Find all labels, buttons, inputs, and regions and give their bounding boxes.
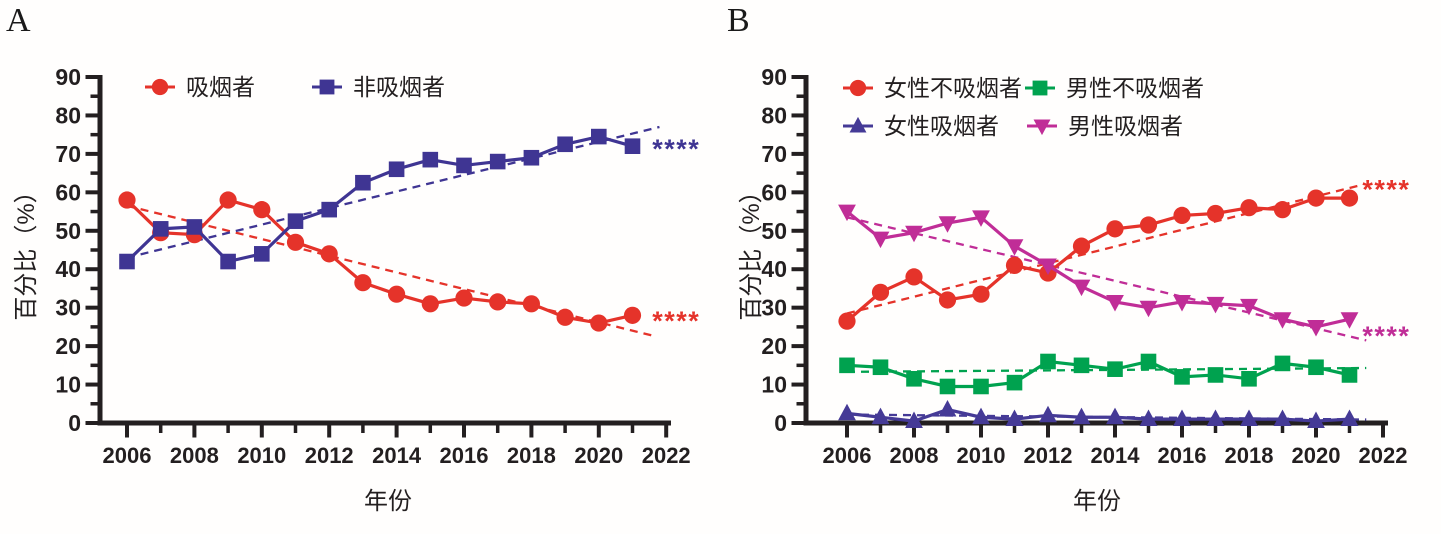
x-axis-label: 年份 [1073,488,1121,515]
svg-text:30: 30 [55,295,81,321]
series-2 [838,399,1359,428]
svg-text:2018: 2018 [1225,443,1274,468]
svg-text:2008: 2008 [890,443,939,468]
svg-text:80: 80 [761,102,787,128]
panel-b-chart: 0 10 20 30 40 50 60 70 80 90 2006 2008 2010 2012 2014 2… [738,64,1410,515]
legend-label: 男性吸烟者 [1068,113,1183,139]
svg-text:2014: 2014 [372,443,422,468]
svg-text:30: 30 [761,295,787,321]
svg-text:2016: 2016 [440,443,489,468]
legend-label: 非吸烟者 [353,74,445,100]
y-axis-label: 百分比（%） [738,179,765,320]
panel-b-letter: B [727,2,750,39]
svg-text:2012: 2012 [305,443,354,468]
svg-text:2020: 2020 [574,443,623,468]
svg-text:2020: 2020 [1292,443,1341,468]
svg-text:2014: 2014 [1091,443,1141,468]
panel-b: B 0 10 20 30 40 50 60 70 80 90 2006 2008 2010 2012 201… [721,0,1441,534]
svg-text:2010: 2010 [237,443,286,468]
svg-text:2010: 2010 [957,443,1006,468]
legend: 吸烟者 非吸烟者 [145,74,445,100]
svg-text:50: 50 [761,218,787,244]
series-0 [118,191,642,332]
significance-stars: **** [652,306,700,336]
svg-text:2006: 2006 [103,443,152,468]
svg-text:60: 60 [55,179,81,205]
axes: 0 10 20 30 40 50 60 70 80 90 2006 2008 2010 2012 2014 2… [761,64,1407,468]
svg-text:40: 40 [55,256,81,282]
series-3 [838,204,1359,337]
svg-text:2022: 2022 [1359,443,1408,468]
svg-text:2006: 2006 [823,443,872,468]
trend-lines [846,183,1367,421]
svg-text:70: 70 [55,141,81,167]
trend-lines [126,125,660,338]
svg-text:2016: 2016 [1158,443,1207,468]
svg-text:60: 60 [761,179,787,205]
svg-text:2022: 2022 [642,443,691,468]
svg-text:40: 40 [761,256,787,282]
svg-text:2012: 2012 [1024,443,1073,468]
panel-a-chart: 0 10 20 30 40 50 60 70 80 90 2006 2008 2010 2012 2014 2… [13,64,700,515]
svg-text:90: 90 [55,64,81,90]
svg-text:20: 20 [55,333,81,359]
svg-text:80: 80 [55,102,81,128]
svg-text:2008: 2008 [170,443,219,468]
panel-a-letter: A [6,2,31,39]
series-0 [838,189,1359,330]
panel-a: A 0 10 20 30 40 50 60 70 80 90 2006 2008 2010 2012 201… [6,2,700,515]
axes: 0 10 20 30 40 50 60 70 80 90 2006 2008 2010 2012 2014 2… [55,64,690,468]
significance-stars: **** [1362,174,1410,204]
legend-label: 女性不吸烟者 [884,75,1022,101]
svg-text:10: 10 [55,372,81,398]
svg-text:0: 0 [68,410,81,436]
x-axis-label: 年份 [364,488,412,515]
significance-stars: **** [1362,321,1410,351]
y-axis-label: 百分比（%） [13,179,40,320]
legend-label: 男性不吸烟者 [1066,75,1204,101]
svg-text:0: 0 [774,410,787,436]
svg-text:70: 70 [761,141,787,167]
svg-text:10: 10 [761,372,787,398]
series-1 [839,353,1358,395]
svg-text:20: 20 [761,333,787,359]
legend-label: 女性吸烟者 [884,113,999,139]
significance-stars: **** [652,134,700,164]
series-1 [119,128,641,270]
svg-text:2018: 2018 [507,443,556,468]
svg-text:50: 50 [55,218,81,244]
svg-text:90: 90 [761,64,787,90]
legend-label: 吸烟者 [186,74,255,100]
